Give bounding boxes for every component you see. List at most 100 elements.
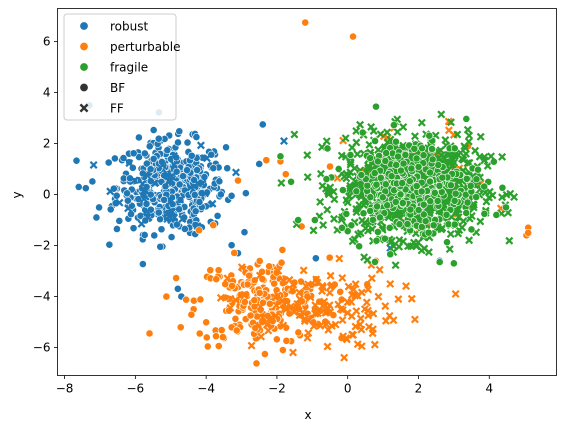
fragile-point [370,169,379,178]
fragile-point [428,145,436,153]
fragile-point [421,217,430,225]
fragile-point [463,125,472,134]
robust-point [196,141,205,150]
perturbable-point [247,341,256,350]
fragile-point [474,165,482,174]
robust-point [134,195,143,203]
fragile-point [467,225,476,234]
perturbable-point [322,307,331,316]
robust-point [146,177,155,185]
fragile-point [441,136,450,145]
perturbable-point [209,221,218,230]
perturbable-point [351,280,360,289]
perturbable-point [368,325,377,334]
perturbable-point [264,315,273,324]
fragile-point [483,161,492,170]
perturbable-point [349,32,357,41]
robust-point [129,149,138,158]
robust-point [202,154,211,163]
fragile-point [372,236,381,245]
fragile-point [374,145,383,154]
perturbable-point [357,288,366,297]
fragile-point [446,230,455,239]
fragile-point [343,198,352,207]
legend-marker-BF [79,83,89,93]
plot-frame [57,8,557,376]
fragile-point [276,152,285,161]
data-points [72,18,533,368]
robust-point [140,149,149,158]
robust-point [129,224,138,233]
robust-point [92,213,101,222]
fragile-point [414,162,423,171]
fragile-point [502,203,510,212]
fragile-point [363,181,372,190]
robust-point [163,146,172,155]
fragile-point [443,238,451,247]
fragile-point [357,171,366,179]
robust-point [142,170,151,179]
fragile-point [417,223,426,231]
fragile-point [399,159,408,168]
perturbable-point [374,292,383,301]
fragile-point [341,134,350,143]
perturbable-point [259,298,267,307]
fragile-point [323,205,332,214]
legend-marker-robust [79,21,89,31]
fragile-point [391,197,400,206]
perturbable-point [212,332,220,341]
fragile-point [294,216,303,224]
perturbable-point [295,288,304,297]
robust-point [209,164,218,173]
robust-point [146,165,155,174]
perturbable-point [265,262,274,271]
fragile-point [309,226,318,235]
perturbable-point [271,293,280,302]
legend-label-FF: FF [110,102,124,116]
fragile-point [366,206,375,215]
fragile-point [323,187,332,196]
fragile-point [338,223,346,232]
fragile-point [498,183,507,192]
robust-point [170,160,179,169]
fragile-point [414,206,423,214]
robust-point [175,205,184,214]
perturbable-point [206,266,215,275]
robust-point [178,215,187,223]
fragile-point [387,236,396,245]
perturbable-point [218,333,227,341]
fragile-point [385,223,394,232]
legend-label-robust: robust [110,20,148,34]
robust-point [142,207,151,216]
robust-point [104,158,113,167]
robust-point [175,180,184,189]
perturbable-point [338,273,347,282]
fragile-point [426,197,435,206]
robust-point [89,160,98,169]
robust-point [192,133,201,141]
perturbable-point [243,280,252,289]
fragile-point [463,159,472,168]
perturbable-point [230,248,239,257]
fragile-point [498,193,507,202]
robust-point [160,195,168,204]
fragile-point [447,181,455,190]
robust-point [150,179,159,188]
x-tick-label: 4 [485,382,493,396]
robust-point [140,194,148,203]
perturbable-point [232,326,241,335]
fragile-point [380,234,389,243]
fragile-point [419,151,428,160]
perturbable-point [162,292,171,301]
perturbable-point [367,274,376,283]
fragile-point [389,242,398,251]
perturbable-point [279,321,288,330]
fragile-point [323,144,332,153]
fragile-point [433,197,442,205]
robust-point [123,189,131,198]
fragile-point [372,180,381,189]
perturbable-point [325,288,334,297]
perturbable-point [301,18,310,27]
fragile-point [376,213,384,222]
robust-point [167,233,176,241]
